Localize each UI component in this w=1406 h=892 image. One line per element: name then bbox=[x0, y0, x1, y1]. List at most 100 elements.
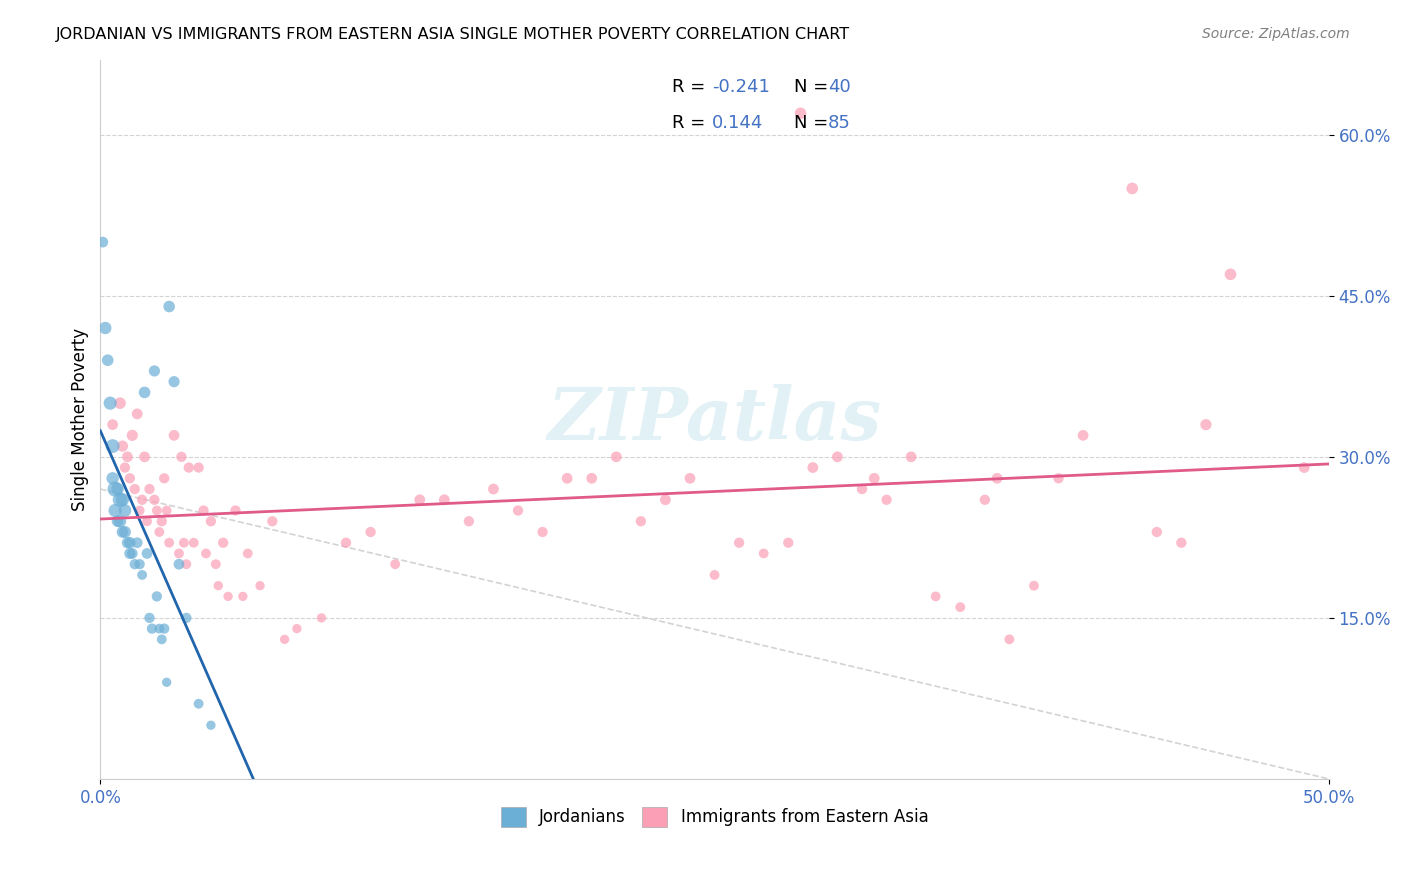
Point bbox=[167, 546, 190, 560]
Point bbox=[118, 471, 141, 485]
Point bbox=[104, 503, 127, 517]
Point bbox=[555, 471, 578, 485]
Text: Source: ZipAtlas.com: Source: ZipAtlas.com bbox=[1202, 27, 1350, 41]
Point bbox=[124, 558, 146, 572]
Point bbox=[205, 558, 228, 572]
Point bbox=[998, 632, 1021, 647]
Point bbox=[156, 675, 179, 690]
Point bbox=[176, 558, 198, 572]
Point bbox=[876, 492, 898, 507]
Point bbox=[94, 321, 117, 335]
Point bbox=[167, 558, 190, 572]
Point bbox=[148, 622, 170, 636]
Point bbox=[111, 492, 134, 507]
Point bbox=[108, 492, 131, 507]
Point bbox=[117, 535, 139, 549]
Point bbox=[97, 353, 120, 368]
Point bbox=[1195, 417, 1218, 432]
Point bbox=[131, 568, 153, 582]
Point bbox=[195, 546, 218, 560]
Point bbox=[801, 460, 824, 475]
Point bbox=[581, 471, 603, 485]
Point bbox=[217, 590, 239, 604]
Point bbox=[630, 514, 652, 528]
Point bbox=[654, 492, 676, 507]
Point bbox=[117, 450, 139, 464]
Point bbox=[163, 428, 186, 442]
Point bbox=[827, 450, 849, 464]
Point bbox=[851, 482, 873, 496]
Point bbox=[170, 450, 193, 464]
Point bbox=[187, 697, 209, 711]
Point bbox=[107, 482, 129, 496]
Point bbox=[156, 503, 179, 517]
Point bbox=[114, 503, 136, 517]
Point bbox=[1146, 524, 1168, 539]
Point bbox=[863, 471, 886, 485]
Point bbox=[173, 535, 195, 549]
Point bbox=[200, 718, 222, 732]
Point bbox=[163, 375, 186, 389]
Point bbox=[127, 535, 149, 549]
Point bbox=[134, 385, 156, 400]
Legend: Jordanians, Immigrants from Eastern Asia: Jordanians, Immigrants from Eastern Asia bbox=[492, 798, 936, 835]
Point bbox=[107, 514, 129, 528]
Point bbox=[138, 482, 160, 496]
Text: N =: N = bbox=[794, 78, 834, 96]
Point bbox=[679, 471, 702, 485]
Point bbox=[924, 590, 946, 604]
Point bbox=[146, 590, 169, 604]
Point bbox=[360, 524, 382, 539]
Point bbox=[128, 503, 150, 517]
Point bbox=[986, 471, 1008, 485]
Point bbox=[232, 590, 254, 604]
Point bbox=[728, 535, 751, 549]
Point bbox=[136, 514, 159, 528]
Point bbox=[224, 503, 246, 517]
Point bbox=[433, 492, 456, 507]
Text: JORDANIAN VS IMMIGRANTS FROM EASTERN ASIA SINGLE MOTHER POVERTY CORRELATION CHAR: JORDANIAN VS IMMIGRANTS FROM EASTERN ASI… bbox=[56, 27, 851, 42]
Point bbox=[114, 524, 136, 539]
Point bbox=[101, 439, 124, 453]
Point bbox=[183, 535, 205, 549]
Point bbox=[146, 503, 169, 517]
Point bbox=[752, 546, 775, 560]
Text: -0.241: -0.241 bbox=[711, 78, 770, 96]
Point bbox=[1047, 471, 1070, 485]
Point bbox=[101, 471, 124, 485]
Point bbox=[311, 611, 333, 625]
Point bbox=[1121, 181, 1143, 195]
Point bbox=[136, 546, 159, 560]
Point bbox=[138, 611, 160, 625]
Point bbox=[124, 482, 146, 496]
Point bbox=[236, 546, 259, 560]
Point bbox=[108, 514, 131, 528]
Point bbox=[384, 558, 406, 572]
Point bbox=[153, 471, 176, 485]
Point bbox=[482, 482, 505, 496]
Text: ZIPatlas: ZIPatlas bbox=[547, 384, 882, 455]
Point bbox=[249, 579, 271, 593]
Point bbox=[176, 611, 198, 625]
Point bbox=[177, 460, 200, 475]
Point bbox=[118, 535, 141, 549]
Point bbox=[200, 514, 222, 528]
Point bbox=[143, 364, 166, 378]
Point bbox=[101, 417, 124, 432]
Text: N =: N = bbox=[794, 114, 834, 132]
Point bbox=[111, 439, 134, 453]
Point bbox=[778, 535, 800, 549]
Point bbox=[1022, 579, 1045, 593]
Text: 40: 40 bbox=[828, 78, 851, 96]
Point bbox=[973, 492, 995, 507]
Point bbox=[335, 535, 357, 549]
Point bbox=[131, 492, 153, 507]
Point bbox=[134, 450, 156, 464]
Point bbox=[157, 300, 180, 314]
Point bbox=[98, 396, 121, 410]
Text: 85: 85 bbox=[828, 114, 851, 132]
Point bbox=[531, 524, 554, 539]
Point bbox=[148, 524, 170, 539]
Point bbox=[1294, 460, 1316, 475]
Point bbox=[128, 558, 150, 572]
